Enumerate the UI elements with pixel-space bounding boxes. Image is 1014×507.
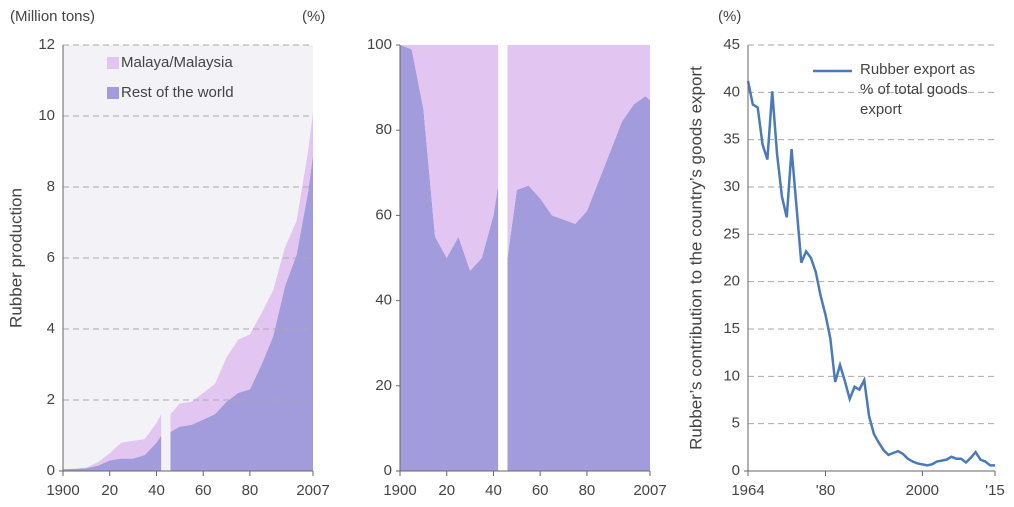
y-tick-label: 20 bbox=[723, 273, 740, 290]
y-tick-label: 0 bbox=[384, 462, 392, 479]
x-tick-label: 20 bbox=[101, 482, 118, 499]
y-tick-label: 10 bbox=[723, 367, 740, 384]
area bbox=[63, 155, 313, 472]
y-tick-label: 40 bbox=[375, 292, 392, 309]
x-tick-label: 1900 bbox=[383, 482, 416, 499]
y-tick-label: 60 bbox=[375, 206, 392, 223]
y-tick-label: 8 bbox=[47, 178, 55, 195]
legend-label: Rubber export as % of total goods export bbox=[860, 61, 976, 118]
legend-swatch bbox=[107, 57, 119, 69]
y-tick-label: 5 bbox=[732, 415, 740, 432]
x-tick-label: 2007 bbox=[633, 482, 666, 499]
y-tick-label: 4 bbox=[47, 320, 55, 337]
area bbox=[63, 112, 313, 470]
x-tick-label: 60 bbox=[532, 482, 549, 499]
legend-label: Malaya/Malaysia bbox=[121, 54, 233, 71]
x-tick-label: 40 bbox=[485, 482, 502, 499]
x-tick-label: '15 bbox=[985, 482, 1005, 499]
line bbox=[746, 80, 995, 467]
y-tick-label: 100 bbox=[367, 36, 392, 53]
legend-swatch bbox=[107, 87, 119, 99]
y-axis-label: Rubber’s contribution to the country’s g… bbox=[686, 66, 705, 450]
x-tick-label: 80 bbox=[242, 482, 259, 499]
unit-label: (%) bbox=[302, 8, 325, 25]
y-tick-label: 45 bbox=[723, 36, 740, 53]
unit-label: (%) bbox=[718, 8, 741, 25]
legend-label: Rest of the world bbox=[121, 84, 234, 101]
y-tick-label: 30 bbox=[723, 178, 740, 195]
y-tick-label: 40 bbox=[723, 83, 740, 100]
y-tick-label: 35 bbox=[723, 131, 740, 148]
x-tick-label: 2000 bbox=[906, 482, 939, 499]
y-tick-label: 12 bbox=[38, 36, 55, 53]
x-tick-label: 40 bbox=[148, 482, 165, 499]
unit-label: (Million tons) bbox=[10, 8, 95, 25]
x-tick-label: 2007 bbox=[296, 482, 329, 499]
x-tick-label: 60 bbox=[195, 482, 212, 499]
y-axis-label: Rubber production bbox=[6, 188, 25, 328]
y-tick-label: 0 bbox=[732, 462, 740, 479]
y-tick-label: 20 bbox=[375, 377, 392, 394]
y-tick-label: 10 bbox=[38, 107, 55, 124]
y-tick-label: 15 bbox=[723, 320, 740, 337]
x-tick-label: 20 bbox=[438, 482, 455, 499]
x-tick-label: 1964 bbox=[731, 482, 764, 499]
y-tick-label: 2 bbox=[47, 391, 55, 408]
area bbox=[400, 45, 650, 271]
y-tick-label: 80 bbox=[375, 121, 392, 138]
area bbox=[400, 45, 650, 471]
x-tick-label: 1900 bbox=[46, 482, 79, 499]
y-tick-label: 0 bbox=[47, 462, 55, 479]
y-tick-label: 6 bbox=[47, 249, 55, 266]
x-tick-label: 80 bbox=[579, 482, 596, 499]
x-tick-label: '80 bbox=[816, 482, 836, 499]
y-tick-label: 25 bbox=[723, 225, 740, 242]
